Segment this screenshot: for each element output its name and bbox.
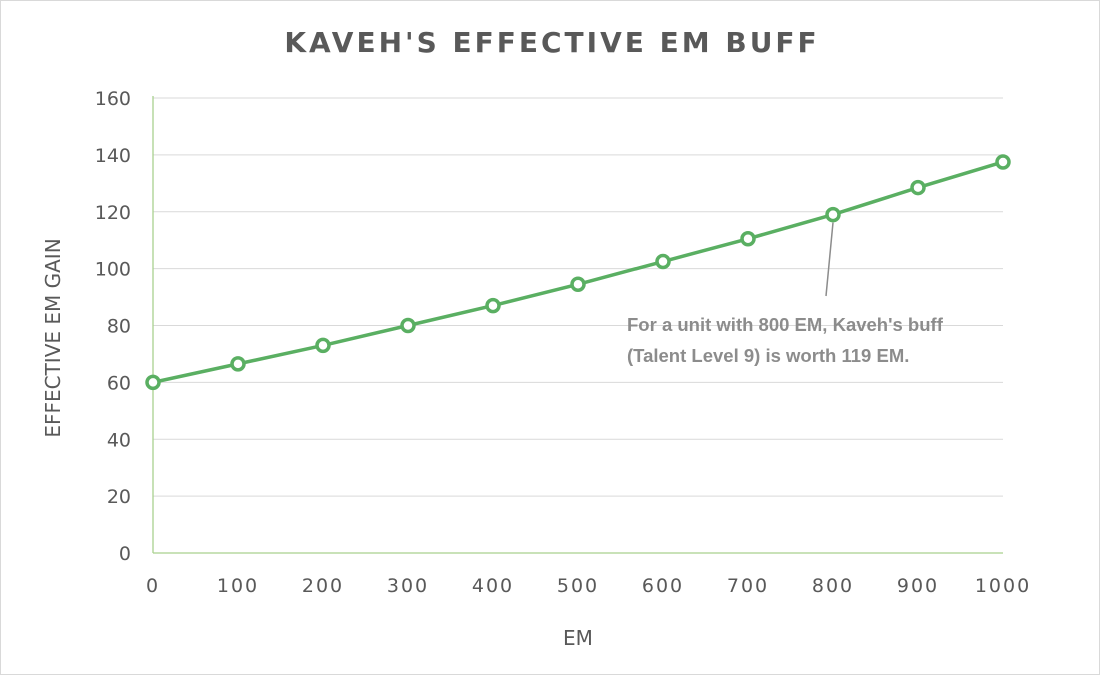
series-group — [145, 154, 1011, 391]
chart-title: KAVEH'S EFFECTIVE EM BUFF — [284, 26, 819, 59]
x-tick-300: 300 — [387, 575, 429, 597]
x-tick-700: 700 — [727, 575, 769, 597]
y-axis-label: EFFECTIVE EM GAIN — [41, 238, 65, 437]
data-point-900 — [910, 179, 926, 196]
y-tick-100: 100 — [95, 259, 131, 281]
y-tick-20: 20 — [107, 486, 131, 508]
data-point-500 — [570, 276, 586, 293]
data-point-1000 — [995, 154, 1011, 170]
data-point-400 — [485, 297, 501, 314]
data-point-300 — [400, 317, 416, 334]
x-tick-800: 800 — [812, 575, 854, 597]
x-tick-200: 200 — [302, 575, 344, 597]
data-point-0 — [145, 374, 161, 391]
y-tick-140: 140 — [95, 145, 131, 167]
x-tick-400: 400 — [472, 575, 514, 597]
data-point-700 — [740, 231, 756, 247]
data-point-600 — [655, 253, 671, 270]
gridlines — [153, 97, 1003, 497]
annotation-text: For a unit with 800 EM, Kaveh's buff (Ta… — [627, 314, 948, 366]
y-tick-120: 120 — [95, 202, 131, 224]
data-point-100 — [230, 356, 246, 372]
y-tick-80: 80 — [107, 316, 131, 338]
x-tick-100: 100 — [217, 575, 259, 597]
x-tick-900: 900 — [897, 575, 939, 597]
y-tick-labels: 0 20 40 60 80 100 120 140 160 — [95, 88, 131, 565]
x-tick-500: 500 — [557, 575, 599, 597]
x-tick-600: 600 — [642, 575, 684, 597]
data-point-200 — [315, 337, 331, 354]
annotation-leader — [825, 222, 834, 297]
x-axis-label: EM — [563, 626, 593, 650]
y-tick-160: 160 — [95, 88, 131, 110]
x-tick-1000: 1000 — [975, 575, 1031, 597]
y-tick-40: 40 — [107, 429, 131, 451]
annotation-line-2: (Talent Level 9) is worth 119 EM. — [627, 345, 909, 366]
annotation-leader-line — [825, 222, 834, 297]
x-tick-0: 0 — [146, 575, 160, 597]
data-point-800 — [825, 206, 841, 223]
annotation-line-1: For a unit with 800 EM, Kaveh's buff — [627, 314, 944, 335]
y-tick-0: 0 — [119, 543, 131, 565]
y-tick-60: 60 — [107, 372, 131, 394]
x-tick-labels: 0 100 200 300 400 500 600 700 800 900 1000 — [146, 575, 1031, 597]
axes — [152, 96, 1003, 554]
